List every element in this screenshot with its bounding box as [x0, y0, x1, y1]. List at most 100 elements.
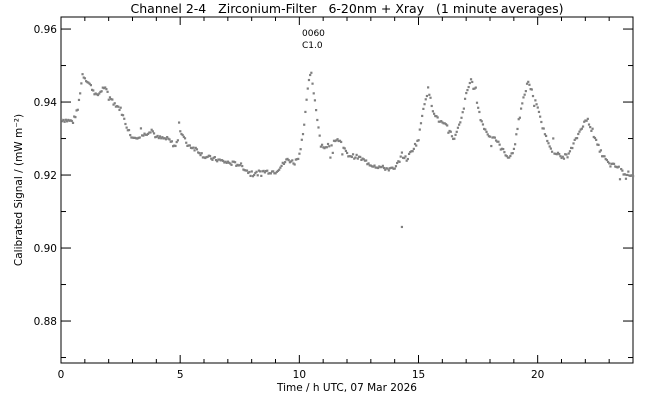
x-tick-label: 0 — [58, 369, 65, 381]
data-point — [99, 90, 102, 94]
data-point — [481, 123, 485, 126]
data-point — [253, 173, 256, 177]
data-point — [575, 137, 579, 140]
data-point — [550, 150, 554, 153]
data-point — [311, 82, 314, 85]
data-point — [133, 136, 137, 139]
data-point — [95, 93, 98, 96]
data-point — [596, 143, 599, 146]
data-point — [255, 170, 258, 173]
data-point — [114, 105, 118, 108]
data-point — [541, 127, 544, 130]
data-point — [325, 146, 328, 149]
data-point — [357, 155, 361, 158]
data-point — [89, 84, 92, 87]
data-point — [282, 162, 286, 165]
data-point — [388, 167, 392, 170]
data-point — [523, 93, 526, 96]
data-point — [85, 80, 88, 83]
data-point — [355, 153, 358, 157]
data-point — [285, 158, 288, 161]
data-point — [204, 156, 207, 160]
data-point — [187, 144, 190, 147]
data-point — [224, 160, 227, 163]
data-point — [112, 103, 115, 106]
data-point — [237, 164, 240, 167]
data-point — [540, 120, 543, 124]
data-point — [276, 169, 280, 172]
data-point — [618, 178, 622, 181]
data-point — [121, 114, 125, 117]
data-point — [371, 165, 374, 168]
data-point — [478, 110, 481, 114]
data-point — [573, 138, 576, 142]
data-point — [597, 143, 600, 147]
data-point — [279, 166, 282, 169]
data-point — [405, 159, 408, 162]
data-point — [398, 160, 401, 163]
x-tick-label: 5 — [177, 369, 184, 381]
data-point — [80, 82, 83, 85]
data-point — [210, 157, 213, 160]
data-point — [477, 106, 480, 109]
data-point — [617, 165, 620, 168]
data-point — [494, 139, 498, 142]
data-point — [362, 158, 365, 161]
data-point — [228, 161, 231, 164]
data-point — [269, 172, 272, 175]
data-point — [438, 120, 442, 123]
data-point — [100, 90, 103, 93]
data-point — [203, 156, 206, 159]
data-point — [508, 156, 511, 159]
data-point — [76, 108, 79, 111]
data-point — [530, 88, 533, 91]
data-point — [152, 132, 156, 135]
data-point — [474, 86, 477, 89]
data-point — [208, 154, 212, 158]
data-point — [238, 164, 241, 167]
data-point — [299, 148, 302, 151]
data-point — [145, 133, 148, 136]
data-point — [101, 86, 104, 89]
data-point — [595, 138, 598, 141]
data-point — [483, 127, 486, 131]
data-point — [164, 138, 168, 141]
data-point — [608, 162, 611, 165]
data-point — [74, 116, 77, 119]
data-point — [194, 146, 197, 149]
data-point — [233, 161, 237, 164]
data-point — [402, 156, 405, 159]
data-point — [330, 144, 333, 147]
data-point — [320, 143, 324, 146]
data-point — [305, 98, 308, 101]
data-point — [226, 160, 230, 163]
data-point — [561, 155, 564, 158]
data-point — [249, 174, 252, 178]
data-point — [413, 142, 417, 146]
data-point — [231, 160, 234, 163]
data-point — [309, 73, 312, 77]
data-point — [301, 132, 305, 136]
data-point — [418, 128, 421, 131]
data-point — [278, 168, 281, 171]
data-point — [220, 159, 224, 162]
data-point — [579, 128, 582, 131]
data-point — [475, 101, 479, 104]
data-point — [174, 144, 177, 148]
data-point — [118, 108, 121, 112]
data-point — [585, 119, 588, 122]
data-point — [244, 169, 247, 172]
data-point — [68, 119, 71, 122]
data-point — [484, 128, 487, 131]
data-point — [556, 151, 560, 154]
data-point — [183, 137, 187, 140]
data-point — [462, 107, 465, 110]
data-point — [291, 159, 294, 162]
data-point — [222, 159, 225, 163]
data-point — [131, 136, 134, 139]
data-point — [297, 157, 300, 160]
data-point — [256, 174, 259, 177]
data-point — [310, 71, 313, 74]
data-point — [471, 80, 474, 84]
data-point — [141, 134, 144, 137]
